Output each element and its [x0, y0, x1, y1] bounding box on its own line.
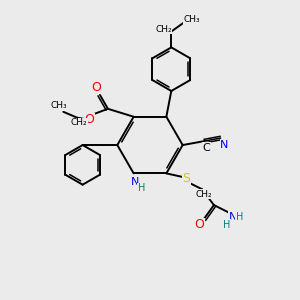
Text: O: O	[194, 218, 204, 231]
Text: C: C	[202, 143, 210, 153]
Text: CH₂: CH₂	[155, 25, 172, 34]
Text: N: N	[130, 177, 139, 187]
Text: N: N	[229, 212, 237, 222]
Text: N: N	[220, 140, 229, 150]
Text: O: O	[84, 113, 94, 126]
Text: H: H	[138, 183, 145, 193]
Text: CH₂: CH₂	[196, 190, 212, 199]
Text: H: H	[236, 212, 243, 222]
Text: CH₃: CH₃	[184, 15, 200, 24]
Text: CH₃: CH₃	[50, 101, 67, 110]
Text: H: H	[223, 220, 230, 230]
Text: S: S	[182, 172, 190, 185]
Text: O: O	[91, 80, 101, 94]
Text: CH₂: CH₂	[71, 118, 88, 127]
